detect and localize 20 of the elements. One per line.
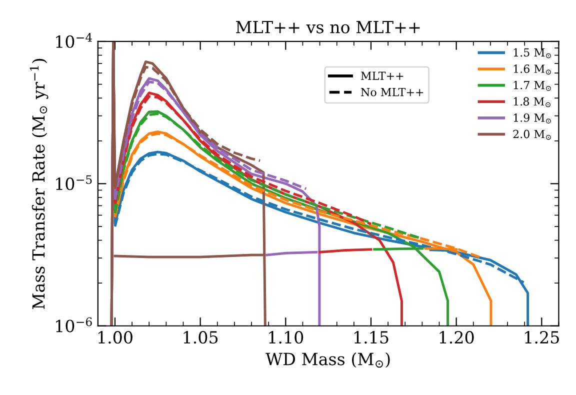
legend-label: 1.6 M$_{⊙}$ <box>514 64 551 75</box>
x-tick-label: 1.05 <box>184 331 218 344</box>
chart-title: MLT++ vs no MLT++ <box>236 20 420 34</box>
y-tick-label: 10$^{−6}$ <box>56 317 92 332</box>
legend-label: 1.8 M$_{⊙}$ <box>514 97 550 108</box>
y-tick-label: 10$^{−4}$ <box>56 32 92 48</box>
x-tick-label: 1.25 <box>525 331 559 344</box>
y-tick-label: 10$^{−5}$ <box>56 175 92 190</box>
x-tick-label: 1.15 <box>354 331 388 344</box>
annotation: MLT++ <box>361 72 404 80</box>
x-axis-title: WD Mass (M$_{⊙}$) <box>266 352 390 368</box>
legend-label: 2.0 M$_{⊙}$ <box>513 130 551 140</box>
y-axis-title: Mass Transfer Rate (M$_{⊙}$ yr$^{−1}$) <box>30 58 48 310</box>
x-tick-label: 1.00 <box>98 331 132 344</box>
legend-label: 1.5 M$_{⊙}$ <box>514 48 551 58</box>
x-tick-label: 1.20 <box>440 331 474 344</box>
legend-label: 1.7 M$_{⊙}$ <box>514 80 551 91</box>
x-tick-label: 1.10 <box>269 331 304 344</box>
legend-label: 1.9 M$_{⊙}$ <box>514 113 551 124</box>
annotation: No MLT++ <box>361 88 424 96</box>
